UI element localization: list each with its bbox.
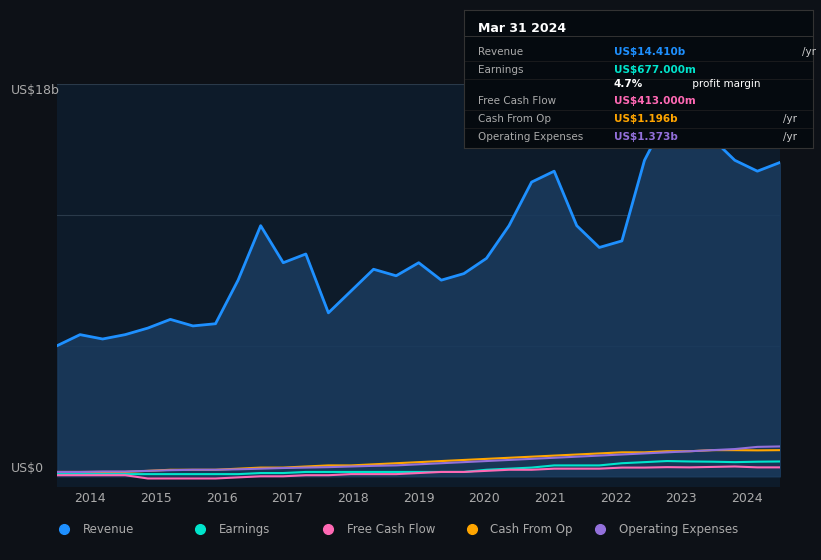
Text: Free Cash Flow: Free Cash Flow bbox=[347, 522, 435, 536]
Text: US$18b: US$18b bbox=[11, 84, 59, 97]
Text: US$14.410b: US$14.410b bbox=[614, 47, 686, 57]
Text: US$1.196b: US$1.196b bbox=[614, 114, 677, 124]
Text: Free Cash Flow: Free Cash Flow bbox=[478, 96, 556, 106]
Text: /yr: /yr bbox=[802, 47, 816, 57]
Text: Cash From Op: Cash From Op bbox=[478, 114, 551, 124]
Text: Mar 31 2024: Mar 31 2024 bbox=[478, 22, 566, 35]
Text: Cash From Op: Cash From Op bbox=[490, 522, 573, 536]
Text: US$1.373b: US$1.373b bbox=[614, 132, 678, 142]
Text: US$413.000m: US$413.000m bbox=[614, 96, 695, 106]
Text: US$677.000m: US$677.000m bbox=[614, 65, 695, 75]
Text: Earnings: Earnings bbox=[218, 522, 270, 536]
Text: Revenue: Revenue bbox=[83, 522, 134, 536]
Text: Operating Expenses: Operating Expenses bbox=[619, 522, 738, 536]
Text: 4.7%: 4.7% bbox=[614, 79, 643, 89]
Text: /yr: /yr bbox=[783, 132, 797, 142]
Text: Earnings: Earnings bbox=[478, 65, 523, 75]
Text: Revenue: Revenue bbox=[478, 47, 523, 57]
Text: profit margin: profit margin bbox=[690, 79, 761, 89]
Text: US$0: US$0 bbox=[11, 462, 44, 475]
Text: Operating Expenses: Operating Expenses bbox=[478, 132, 583, 142]
Text: /yr: /yr bbox=[783, 114, 797, 124]
